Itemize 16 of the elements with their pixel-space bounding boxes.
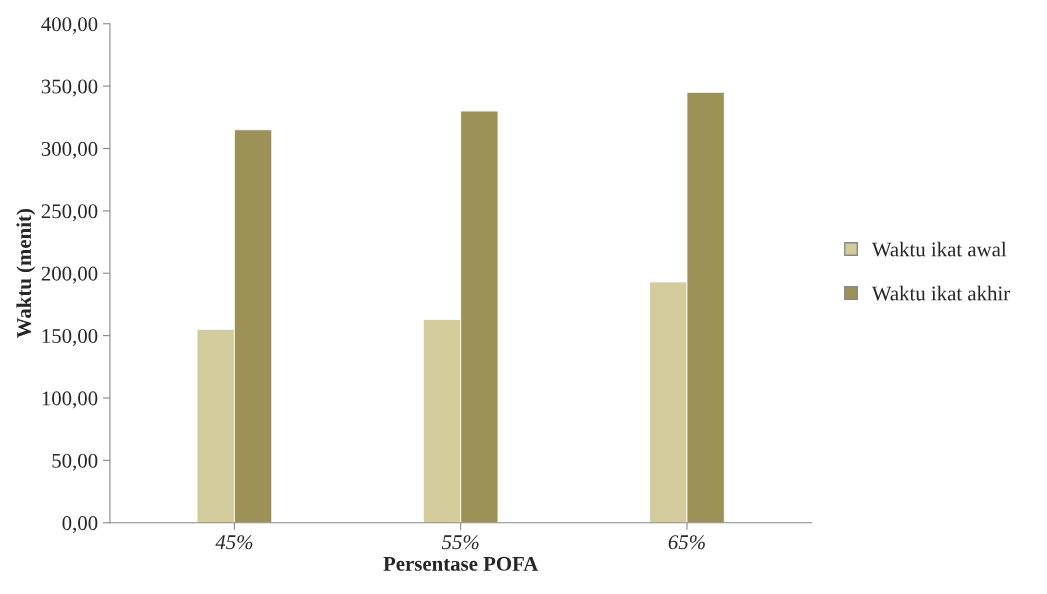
y-tick-label: 400,00 [41, 17, 98, 35]
y-tick-label: 250,00 [41, 204, 98, 222]
y-tick-label: 150,00 [42, 328, 98, 347]
y-tick-label: 350,00 [41, 79, 98, 97]
legend-label: Waktu ikat awal [871, 241, 1007, 257]
legend-label: Waktu ikat akhir [871, 285, 1010, 301]
x-tick-label: 55% [441, 535, 479, 550]
x-tick-label: 45% [215, 535, 253, 550]
y-tick-label: 300,00 [41, 141, 98, 159]
y-axis-title: Waktu (menit) [16, 209, 36, 339]
x-axis-title: Persentase POFA [383, 556, 539, 571]
x-tick-label: 65% [668, 535, 705, 550]
y-tick-label: 0,00 [62, 516, 98, 534]
y-tick-label: 50,00 [52, 453, 98, 471]
y-tick-label: 200,00 [41, 266, 98, 284]
y-tick-label: 100,00 [42, 391, 98, 409]
